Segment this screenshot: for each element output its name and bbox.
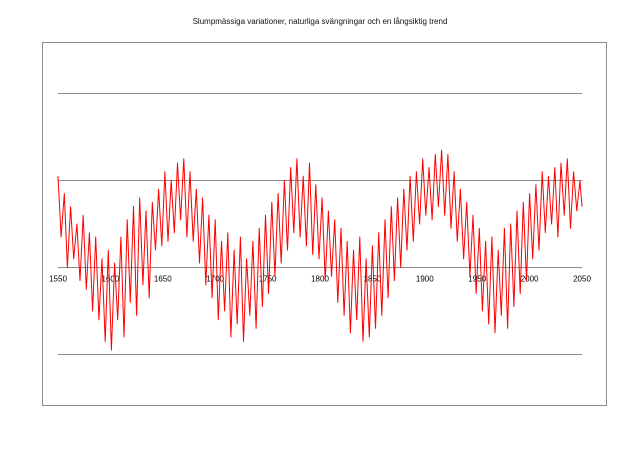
x-axis-tick-labels: 1550 1600 1650 1700 1750 1800 1850 1900 1950 2000… xyxy=(49,275,591,284)
chart-title: Slumpmässiga variationer, naturliga svän… xyxy=(192,17,448,26)
x-tick-label: 1600 xyxy=(102,275,120,284)
x-tick-label: 1650 xyxy=(154,275,172,284)
x-tick-label: 1950 xyxy=(468,275,486,284)
x-tick-label: 1850 xyxy=(364,275,382,284)
x-tick-label: 1800 xyxy=(311,275,329,284)
series-line-0 xyxy=(57,149,583,351)
x-tick-label: 2050 xyxy=(573,275,591,284)
plot-area-frame xyxy=(42,42,607,406)
x-tick-label: 1550 xyxy=(49,275,67,284)
x-tick-label: 1900 xyxy=(416,275,434,284)
x-tick-label: 2000 xyxy=(521,275,539,284)
gridlines xyxy=(58,93,582,355)
x-tick-label: 1700 xyxy=(206,275,224,284)
series-layer xyxy=(57,149,583,351)
